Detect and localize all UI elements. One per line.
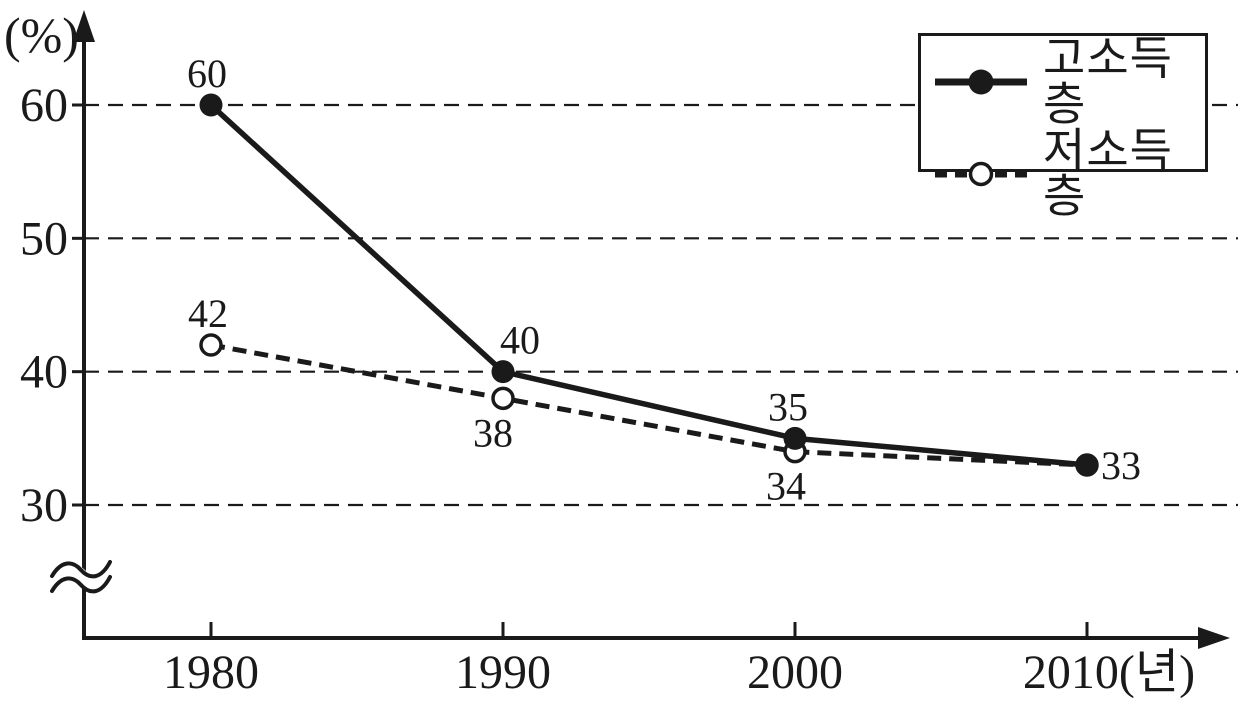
series-line-저소득층 (210, 342, 1088, 468)
axis-break-wave-top (50, 560, 112, 579)
y-axis-unit-label: (%) (4, 7, 79, 63)
point-label-고소득층-2010: 33 (1101, 443, 1141, 488)
legend-label-high-income: 고소득층 (1043, 33, 1173, 130)
axis-break-wave-bottom (50, 575, 112, 594)
y-tick-label-60: 60 (20, 79, 68, 132)
axis-break-mask (44, 561, 118, 592)
point-label-저소득층-1980: 42 (188, 291, 228, 336)
x-tick-label-1980: 1980 (163, 646, 259, 699)
series-line-고소득층 (209, 102, 1088, 468)
marker-고소득층-2000 (783, 426, 807, 450)
y-axis-arrow-icon (73, 10, 95, 42)
x-axis-arrow-icon (1198, 627, 1230, 649)
legend-item-high-income: 고소득층 (933, 36, 1205, 128)
y-tick-label-40: 40 (20, 346, 68, 399)
y-tick-label-30: 30 (20, 479, 68, 532)
point-label-저소득층-2000: 34 (766, 464, 806, 509)
marker-저소득층-1980 (199, 333, 223, 357)
legend-item-low-income: 저소득층 (933, 128, 1205, 220)
legend-label-low-income: 저소득층 (1043, 125, 1173, 222)
x-tick-label-1990: 1990 (455, 646, 551, 699)
x-tick-label-2000: 2000 (747, 646, 843, 699)
marker-고소득층-2010 (1075, 453, 1099, 477)
point-label-고소득층-1990: 40 (500, 318, 540, 363)
solid-line-filled-marker-icon (935, 69, 1027, 95)
point-label-저소득층-1990: 38 (473, 410, 513, 455)
x-tick-label-2010: 2010(년) (1023, 646, 1195, 699)
marker-고소득층-1980 (199, 93, 223, 117)
legend: 고소득층 저소득층 (918, 33, 1208, 220)
point-label-고소득층-1980: 60 (187, 51, 227, 96)
marker-저소득층-1990 (491, 386, 515, 411)
point-label-고소득층-2000: 35 (768, 384, 808, 429)
y-tick-label-50: 50 (20, 212, 68, 265)
marker-고소득층-1990 (491, 360, 515, 384)
dashed-line-open-marker-icon (935, 161, 1027, 187)
